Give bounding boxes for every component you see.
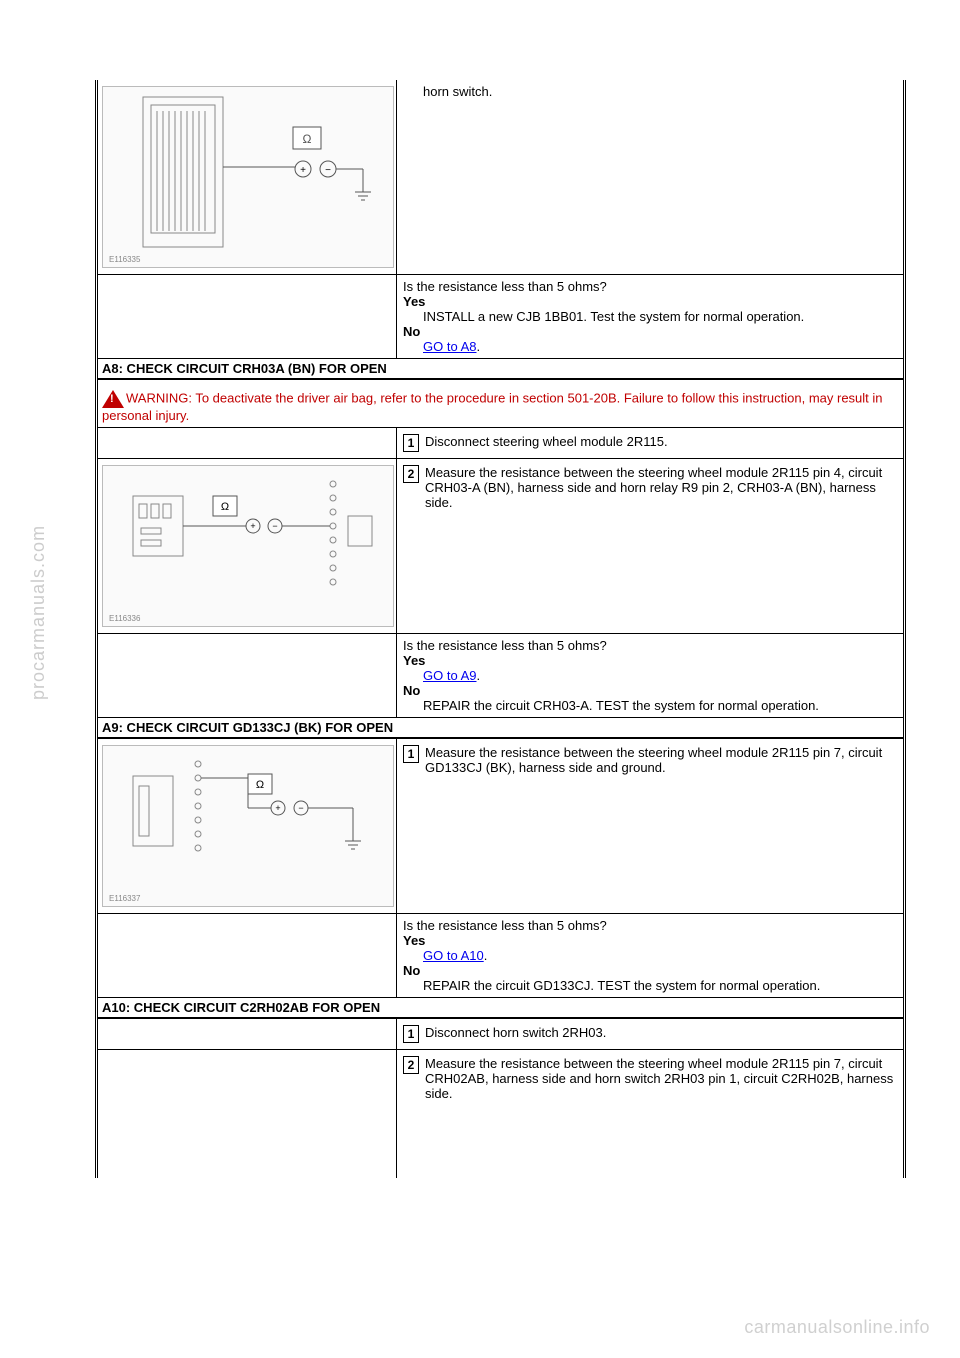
a8-step2-row: ⤢ Ω + − xyxy=(98,458,903,633)
a10-step1-text: Disconnect horn switch 2RH03. xyxy=(425,1025,897,1040)
a8-step1-row: 1 Disconnect steering wheel module 2R115… xyxy=(98,427,903,458)
a8-step2-text: Measure the resistance between the steer… xyxy=(425,465,897,510)
watermark-bottom-right: carmanualsonline.info xyxy=(744,1317,930,1338)
a9-step1-row: ⤢ Ω + − xyxy=(98,738,903,913)
step-number-2: 2 xyxy=(403,465,419,483)
a9-step1-right: 1 Measure the resistance between the ste… xyxy=(397,739,903,913)
period: . xyxy=(484,948,488,963)
a8-step1-right: 1 Disconnect steering wheel module 2R115… xyxy=(397,428,903,458)
a9-step1-text: Measure the resistance between the steer… xyxy=(425,745,897,775)
a8-step1-text: Disconnect steering wheel module 2R115. xyxy=(425,434,897,449)
a7-yes-action: INSTALL a new CJB 1BB01. Test the system… xyxy=(403,309,897,324)
svg-text:−: − xyxy=(298,803,303,813)
a9-diagram: Ω + − E116337 xyxy=(102,745,394,907)
period: . xyxy=(476,339,480,354)
a8-no-label: No xyxy=(403,683,897,698)
svg-text:+: + xyxy=(250,521,255,531)
diagram-svg: Ω + − xyxy=(103,746,393,906)
a8-yes-link[interactable]: GO to A9 xyxy=(423,668,476,683)
svg-text:Ω: Ω xyxy=(303,132,312,146)
step-number-1: 1 xyxy=(403,745,419,763)
a9-header: A9: CHECK CIRCUIT GD133CJ (BK) FOR OPEN xyxy=(98,717,903,738)
a7-diagram-cell: ⤢ Ω + − xyxy=(98,80,397,274)
svg-text:−: − xyxy=(272,521,277,531)
a7-yes-label: Yes xyxy=(403,294,897,309)
a9-diagram-cell: ⤢ Ω + − xyxy=(98,739,397,913)
svg-text:−: − xyxy=(325,165,331,176)
a8-yes-label: Yes xyxy=(403,653,897,668)
a9-question: Is the resistance less than 5 ohms? xyxy=(403,918,897,933)
a8-result-left xyxy=(98,634,397,717)
a7-result-row: Is the resistance less than 5 ohms? Yes … xyxy=(98,274,903,358)
a7-no-label: No xyxy=(403,324,897,339)
a8-result-right: Is the resistance less than 5 ohms? Yes … xyxy=(397,634,903,717)
a8-warning: WARNING: To deactivate the driver air ba… xyxy=(98,379,903,427)
a7-no-link[interactable]: GO to A8 xyxy=(423,339,476,354)
diagram-svg: Ω + − xyxy=(103,466,393,626)
a8-diagram: Ω + − E116336 xyxy=(102,465,394,627)
a7-step-text: horn switch. xyxy=(397,80,903,274)
a7-result-right: Is the resistance less than 5 ohms? Yes … xyxy=(397,275,903,358)
diagram-id: E116337 xyxy=(109,894,140,903)
a9-no-label: No xyxy=(403,963,897,978)
a7-diagram: Ω + − E116335 xyxy=(102,86,394,268)
a10-step1-row: 1 Disconnect horn switch 2RH03. xyxy=(98,1018,903,1049)
a10-step1-right: 1 Disconnect horn switch 2RH03. xyxy=(397,1019,903,1049)
svg-text:+: + xyxy=(300,165,306,176)
a10-header: A10: CHECK CIRCUIT C2RH02AB FOR OPEN xyxy=(98,997,903,1018)
a9-result-row: Is the resistance less than 5 ohms? Yes … xyxy=(98,913,903,997)
step-number-2: 2 xyxy=(403,1056,419,1074)
period: . xyxy=(476,668,480,683)
svg-text:+: + xyxy=(275,803,280,813)
svg-text:Ω: Ω xyxy=(256,779,264,791)
step-number-1: 1 xyxy=(403,1025,419,1043)
a8-result-row: Is the resistance less than 5 ohms? Yes … xyxy=(98,633,903,717)
document-page: ⤢ Ω + − xyxy=(95,80,906,1178)
watermark-left: procarmanuals.com xyxy=(28,525,49,700)
a10-step1-left xyxy=(98,1019,397,1049)
a7-question: Is the resistance less than 5 ohms? xyxy=(403,279,897,294)
svg-text:Ω: Ω xyxy=(221,501,229,513)
diagram-id: E116336 xyxy=(109,614,140,623)
a9-result-right: Is the resistance less than 5 ohms? Yes … xyxy=(397,914,903,997)
step-number-1: 1 xyxy=(403,434,419,452)
a8-question: Is the resistance less than 5 ohms? xyxy=(403,638,897,653)
a7-result-left xyxy=(98,275,397,358)
a8-step1-left xyxy=(98,428,397,458)
a8-step2-right: 2 Measure the resistance between the ste… xyxy=(397,459,903,633)
diagram-svg: Ω + − xyxy=(103,87,393,267)
a9-no-action: REPAIR the circuit GD133CJ. TEST the sys… xyxy=(403,978,897,993)
a7-diagram-row: ⤢ Ω + − xyxy=(98,80,903,274)
a8-diagram-cell: ⤢ Ω + − xyxy=(98,459,397,633)
a10-step2-left xyxy=(98,1050,397,1178)
a9-yes-label: Yes xyxy=(403,933,897,948)
warning-icon xyxy=(102,390,124,408)
diagram-id: E116335 xyxy=(109,255,140,264)
a9-result-left xyxy=(98,914,397,997)
a9-yes-link[interactable]: GO to A10 xyxy=(423,948,484,963)
a10-step2-row: 2 Measure the resistance between the ste… xyxy=(98,1049,903,1178)
a8-header: A8: CHECK CIRCUIT CRH03A (BN) FOR OPEN xyxy=(98,358,903,379)
a10-step2-text: Measure the resistance between the steer… xyxy=(425,1056,897,1101)
a10-step2-right: 2 Measure the resistance between the ste… xyxy=(397,1050,903,1178)
a8-no-action: REPAIR the circuit CRH03-A. TEST the sys… xyxy=(403,698,897,713)
